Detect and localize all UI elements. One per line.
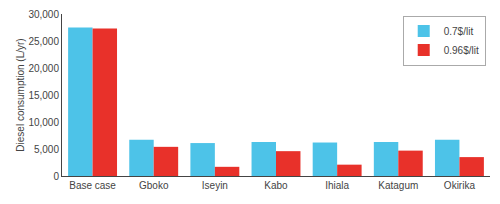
svg-text:25,000: 25,000 [28, 36, 59, 47]
svg-text:15,000: 15,000 [28, 90, 59, 101]
svg-text:Diesel consumption (L/yr): Diesel consumption (L/yr) [15, 38, 26, 151]
svg-text:0.7$/lit: 0.7$/lit [444, 26, 474, 37]
svg-text:Base case: Base case [69, 180, 116, 191]
svg-text:0.96$/lit: 0.96$/lit [444, 45, 479, 56]
svg-text:Kabo: Kabo [264, 180, 288, 191]
svg-text:30,000: 30,000 [28, 9, 59, 20]
svg-text:5,000: 5,000 [34, 144, 59, 155]
svg-text:Ihiala: Ihiala [325, 180, 349, 191]
svg-text:Okirika: Okirika [444, 180, 476, 191]
svg-text:Gboko: Gboko [139, 180, 169, 191]
svg-text:20,000: 20,000 [28, 63, 59, 74]
svg-text:Iseyin: Iseyin [202, 180, 228, 191]
svg-text:Katagum: Katagum [378, 180, 418, 191]
svg-text:10,000: 10,000 [28, 117, 59, 128]
svg-text:0: 0 [53, 171, 59, 182]
